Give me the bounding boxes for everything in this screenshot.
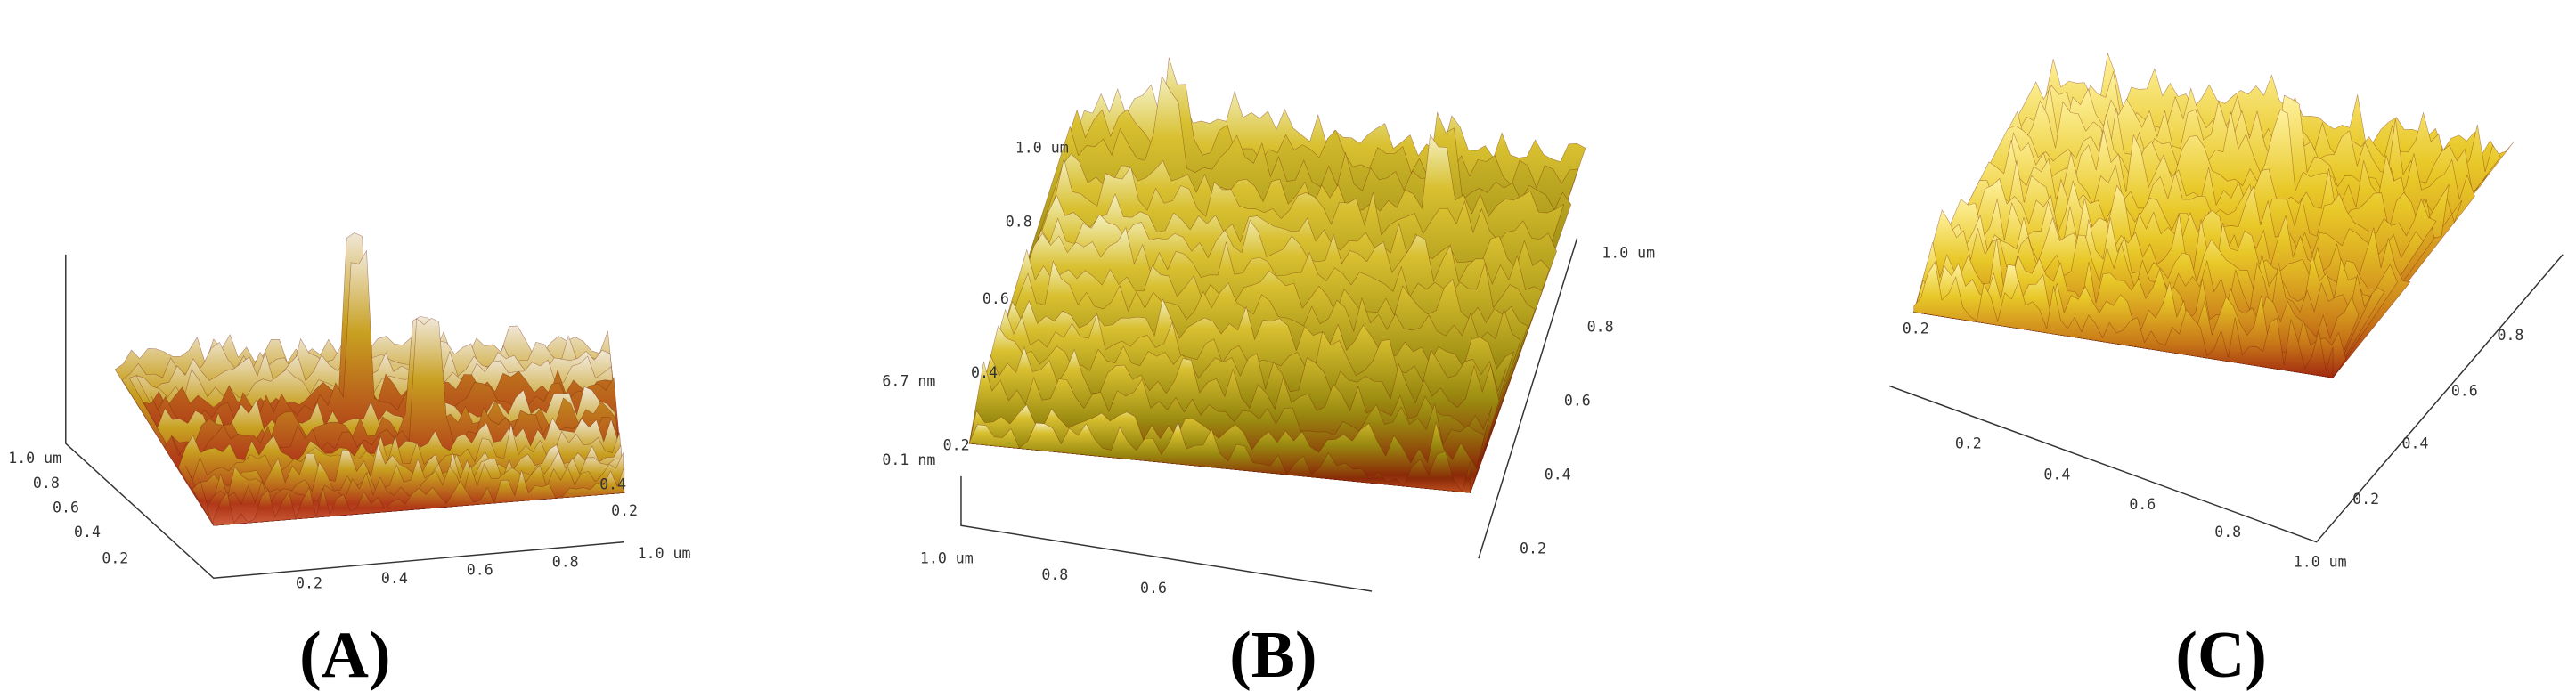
tick-label: 0.6	[1140, 580, 1167, 597]
panel-label: (B)	[1229, 618, 1317, 691]
surface-ridge	[1913, 261, 2334, 378]
tick-label: 1.0 um	[638, 545, 691, 562]
tick-label: 0.4	[1545, 467, 1571, 484]
tick-label: 0.1 nm	[882, 451, 935, 468]
axis-lines	[65, 254, 624, 580]
tick-label: 0.2	[1955, 435, 1982, 452]
tick-label: 0.6	[467, 562, 493, 579]
tick-label: 6.7 nm	[882, 372, 935, 389]
tick-label: 0.2	[2352, 491, 2379, 508]
tick-label: 0.8	[2214, 524, 2241, 541]
tick-label: 0.8	[1587, 319, 1614, 336]
tick-label: 0.8	[1041, 566, 1068, 583]
tick-label: 1.0 um	[920, 550, 974, 567]
tick-label: 0.2	[611, 502, 638, 519]
tick-label: 0.2	[296, 574, 322, 591]
surface-ridge	[968, 421, 1471, 493]
tick-label: 0.6	[53, 499, 79, 516]
tick-label: 0.2	[943, 436, 970, 453]
tick-label: 0.6	[1564, 393, 1591, 410]
tick-label: 0.8	[2497, 327, 2523, 344]
axis-lines	[960, 238, 1578, 592]
tick-label: 0.2	[1520, 541, 1546, 557]
tick-label: 1.0 um	[1602, 245, 1655, 262]
surface	[114, 232, 625, 526]
tick-label: 0.2	[1903, 320, 1929, 337]
tick-label: 0.8	[33, 475, 60, 492]
tick-label: 0.4	[971, 364, 998, 381]
tick-label: 0.2	[102, 550, 128, 567]
tick-label: 1.0 um	[1015, 140, 1069, 157]
tick-label: 0.4	[599, 476, 626, 493]
tick-label: 0.4	[2401, 435, 2428, 452]
surface-ridge	[213, 466, 625, 526]
tick-label: 1.0 um	[8, 450, 61, 467]
axes	[65, 238, 2564, 592]
tick-label: 0.4	[381, 570, 408, 587]
tick-label: 0.8	[1006, 214, 1032, 231]
tick-label: 1.0 um	[2294, 553, 2347, 570]
tick-label: 0.4	[74, 524, 101, 541]
surface	[1913, 52, 2515, 378]
panel-label: (C)	[2175, 618, 2266, 691]
tick-label: 0.6	[2129, 496, 2156, 513]
panel-label: (A)	[299, 618, 390, 691]
tick-label: 0.4	[2043, 467, 2070, 484]
surface	[968, 57, 1586, 493]
axis-lines	[1888, 254, 2564, 543]
tick-label: 0.6	[2451, 383, 2478, 400]
tick-label: 0.8	[552, 553, 579, 570]
tick-label: 0.6	[982, 290, 1009, 307]
